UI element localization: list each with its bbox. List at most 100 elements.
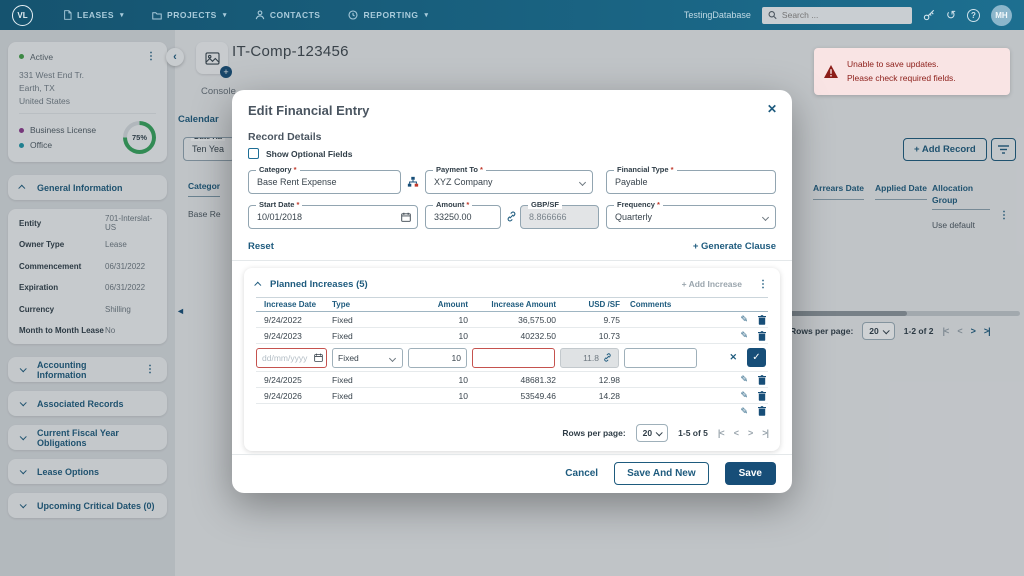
payment-to-select[interactable]: Payment To XYZ Company	[425, 166, 593, 194]
tab-console[interactable]: Console	[201, 86, 236, 97]
add-increase-button[interactable]: + Add Increase	[681, 279, 742, 289]
amount-input[interactable]	[408, 347, 467, 368]
rows-per-page-select[interactable]: 20	[635, 424, 669, 442]
edit-icon[interactable]: ✎	[740, 330, 748, 340]
last-page-icon[interactable]: >|	[983, 326, 991, 336]
delete-icon[interactable]	[758, 314, 766, 325]
date-range-label: Date Ra	[191, 138, 225, 141]
edit-icon[interactable]: ✎	[740, 405, 748, 416]
section-associated-records[interactable]: Associated Records	[8, 391, 167, 417]
calendar-icon[interactable]	[314, 353, 323, 362]
sidebar-collapse-button[interactable]: ‹	[166, 48, 184, 66]
section-current-fiscal-year-obligations[interactable]: Current Fiscal Year Obligations	[8, 425, 167, 451]
cancel-button[interactable]: Cancel	[565, 468, 599, 479]
row-menu-icon[interactable]: ⋮	[999, 210, 1009, 221]
info-row: Currency Shilling	[19, 304, 131, 314]
category-hierarchy-icon[interactable]	[407, 176, 419, 188]
add-record-button[interactable]: + Add Record	[903, 138, 987, 161]
close-icon[interactable]: ✕	[766, 102, 777, 116]
start-date-field[interactable]: Start Date 10/01/2018	[248, 201, 418, 229]
show-optional-fields-checkbox[interactable]: Show Optional Fields	[248, 148, 352, 159]
add-image-button[interactable]: +	[220, 66, 232, 78]
topbar-right: TestingDatabase ↺ ? MH	[684, 4, 1012, 26]
horizontal-scrollbar[interactable]	[787, 311, 1020, 316]
link-icon[interactable]	[603, 353, 612, 362]
rows-per-page-label: Rows per page:	[562, 428, 626, 438]
frequency-select[interactable]: Frequency Quarterly	[606, 201, 776, 229]
increases-table-header: Increase Date Type Amount Increase Amoun…	[256, 297, 768, 312]
tab-calendar[interactable]: Calendar	[178, 114, 219, 125]
edit-icon[interactable]: ✎	[740, 390, 748, 400]
pagination-range: 1-5 of 5	[678, 428, 708, 438]
section-lease-options[interactable]: Lease Options	[8, 459, 167, 485]
cell-increase-amount: 36,575.00	[518, 314, 556, 325]
user-avatar[interactable]: MH	[991, 4, 1012, 26]
frequency-value: Quarterly	[615, 212, 653, 222]
nav-reporting[interactable]: REPORTING ▾	[348, 10, 428, 20]
property-summary-card: Active ⋮ 331 West End Tr. Earth, TX Unit…	[8, 42, 167, 163]
edit-icon[interactable]: ✎	[740, 374, 748, 384]
section-accounting-information[interactable]: Accounting Information ⋮	[8, 357, 167, 383]
next-page-icon[interactable]: >	[970, 326, 976, 336]
calendar-icon[interactable]	[401, 212, 411, 222]
col-usd-sf: USD /SF	[588, 300, 620, 309]
section-general-information[interactable]: General Information	[8, 175, 167, 201]
usd-sf-value: 11.8	[583, 352, 599, 363]
first-page-icon[interactable]: |<	[942, 326, 950, 336]
nav-projects[interactable]: PROJECTS ▾	[152, 10, 227, 20]
checkbox-box[interactable]	[248, 148, 259, 159]
section-title: Upcoming Critical Dates (0)	[37, 500, 155, 511]
delete-icon[interactable]	[758, 390, 766, 401]
table-row-actions-only: ✎	[256, 404, 768, 418]
edit-icon[interactable]: ✎	[740, 314, 748, 324]
cancel-edit-icon[interactable]: ✕	[729, 352, 737, 362]
reset-button[interactable]: Reset	[248, 241, 274, 252]
first-page-icon[interactable]: |<	[717, 428, 725, 438]
scroll-left-icon[interactable]: ◄	[176, 306, 185, 316]
history-icon[interactable]: ↺	[945, 8, 956, 22]
nav-contacts[interactable]: CONTACTS	[255, 10, 321, 20]
save-and-new-button[interactable]: Save And New	[614, 462, 709, 485]
next-page-icon[interactable]: >	[747, 428, 753, 438]
rows-per-page-select[interactable]: 20	[862, 322, 895, 340]
cell-amount: 10	[458, 390, 468, 401]
prev-page-icon[interactable]: <	[957, 326, 962, 336]
comments-input[interactable]	[624, 347, 697, 368]
global-search[interactable]	[761, 6, 912, 24]
last-page-icon[interactable]: >|	[762, 428, 769, 438]
category-field[interactable]: Category Base Rent Expense	[248, 166, 401, 194]
help-icon[interactable]: ?	[967, 8, 980, 22]
financial-type-field[interactable]: Financial Type Payable	[606, 166, 776, 194]
generate-clause-button[interactable]: + Generate Clause	[692, 241, 776, 252]
filter-button[interactable]	[991, 138, 1016, 161]
date-range-select[interactable]: Date Ra Ten Yea	[183, 137, 235, 161]
save-button[interactable]: Save	[724, 462, 776, 485]
increase-date-input[interactable]	[256, 347, 327, 368]
panel-menu-icon[interactable]: ⋮	[758, 278, 768, 290]
lease-image-placeholder[interactable]: +	[196, 42, 232, 78]
increase-amount-input[interactable]	[472, 347, 555, 368]
delete-icon[interactable]	[758, 406, 766, 416]
search-input[interactable]	[781, 10, 906, 20]
key-icon[interactable]	[923, 9, 935, 21]
scrollbar-thumb[interactable]	[787, 311, 907, 316]
lease-sidebar: Active ⋮ 331 West End Tr. Earth, TX Unit…	[0, 30, 175, 576]
nav-leases[interactable]: LEASES ▾	[63, 10, 124, 20]
prev-page-icon[interactable]: <	[733, 428, 739, 438]
search-icon	[768, 11, 777, 20]
planned-increases-title: Planned Increases (5)	[270, 278, 368, 290]
confirm-edit-button[interactable]: ✓	[747, 348, 766, 367]
section-menu-icon[interactable]: ⋮	[145, 364, 155, 376]
cell-increase-amount: 53549.46	[520, 390, 556, 401]
section-upcoming-critical-dates[interactable]: Upcoming Critical Dates (0)	[8, 493, 167, 519]
link-icon[interactable]	[506, 211, 517, 222]
amount-field[interactable]: Amount 33250.00	[425, 201, 501, 229]
chevron-up-icon[interactable]	[254, 281, 262, 289]
card-menu-icon[interactable]: ⋮	[146, 51, 156, 62]
address-line: United States	[19, 95, 71, 106]
delete-icon[interactable]	[758, 374, 766, 385]
top-navigation-bar: VL LEASES ▾ PROJECTS ▾ CONTACTS REPORTIN…	[0, 0, 1024, 30]
app-logo[interactable]: VL	[12, 4, 33, 26]
type-select[interactable]: Fixed	[332, 347, 403, 368]
delete-icon[interactable]	[758, 330, 766, 341]
